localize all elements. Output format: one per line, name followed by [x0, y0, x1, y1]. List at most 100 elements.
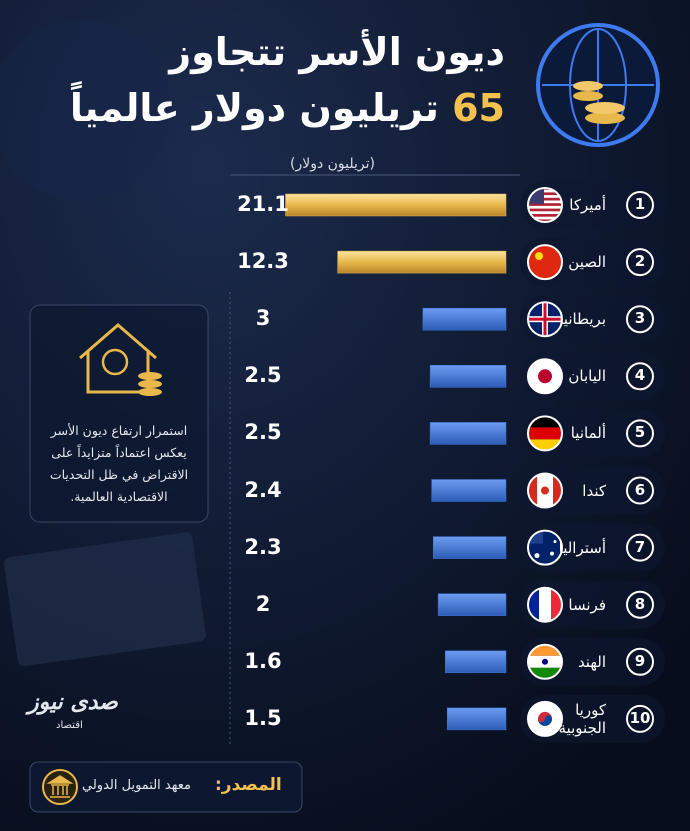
rank: 2	[634, 252, 646, 271]
rank-circle	[626, 419, 654, 448]
flag-part	[535, 252, 543, 261]
bar	[429, 365, 507, 388]
country-name: ألمانيا	[570, 424, 606, 443]
flag-part	[550, 551, 554, 556]
rank: 3	[634, 309, 646, 328]
rank: 8	[634, 594, 646, 613]
bar	[437, 593, 507, 616]
flag-part	[528, 439, 562, 451]
flag-ring	[527, 643, 563, 680]
value-label: 2.5	[244, 420, 282, 445]
value-label: 2.3	[244, 534, 282, 559]
value-label: 2.4	[244, 477, 282, 502]
watermark-sub: اقتصاد	[56, 720, 83, 731]
flag-ring	[527, 358, 563, 395]
watermark: صدى نيوز	[28, 690, 118, 715]
note: استمرار ارتفاع ديون الأسر يعكس اعتماداً …	[49, 423, 189, 504]
country-name: اليابان	[568, 367, 606, 386]
flag	[527, 244, 563, 281]
bar	[446, 707, 507, 731]
rank-circle	[626, 647, 654, 676]
unit-label: (تريليون دولار)	[290, 156, 376, 172]
flag-part	[551, 587, 562, 622]
value-label: 2.5	[244, 363, 282, 388]
debt-paper	[3, 532, 206, 667]
flag-ring	[527, 301, 563, 338]
rank: 6	[634, 480, 646, 499]
rank: 10	[629, 708, 651, 727]
flag	[527, 700, 563, 737]
flag-ring	[527, 586, 563, 623]
country-name: كوريا الجنوبية	[558, 700, 606, 737]
flag-part	[528, 317, 562, 321]
source-box	[29, 761, 303, 813]
flag-part	[541, 486, 549, 495]
flag-part	[553, 473, 562, 508]
flag	[527, 187, 563, 223]
flag	[527, 301, 563, 338]
flag-part	[534, 553, 540, 559]
bar	[337, 250, 507, 274]
flag	[527, 586, 563, 623]
flag-part	[528, 587, 539, 622]
source: معهد التمويل الدولي	[82, 778, 191, 793]
flag-part	[553, 540, 557, 544]
flag-body	[528, 416, 562, 451]
flag-body	[528, 587, 562, 622]
flag-part	[528, 214, 562, 217]
flag-ring	[527, 415, 563, 452]
flag-part	[528, 416, 562, 428]
flag-part	[528, 644, 562, 656]
note-box	[29, 304, 209, 523]
flag-ring	[527, 472, 563, 509]
rank-circle	[626, 191, 654, 219]
value-label: 12.3	[237, 249, 289, 274]
rank: 4	[634, 366, 646, 385]
flag-part	[528, 667, 562, 679]
globe-icon	[536, 23, 660, 147]
rank: 9	[634, 651, 646, 670]
rank-circle	[626, 476, 654, 505]
value-label: 3	[255, 306, 271, 331]
flag-ring	[527, 529, 563, 566]
rank-circle	[626, 533, 654, 562]
rank: 1	[634, 195, 646, 213]
value-label: 1.5	[244, 705, 282, 730]
flag-part	[528, 203, 562, 206]
bar	[445, 650, 507, 674]
flag	[527, 643, 563, 680]
flag-body	[528, 644, 562, 679]
flag-part	[528, 192, 562, 196]
flag-part	[539, 587, 551, 622]
flag-part	[528, 197, 562, 201]
value-label: 2	[255, 591, 271, 616]
rank-circle	[626, 362, 654, 391]
rank: 5	[634, 423, 646, 442]
country-name: أستراليا	[558, 538, 606, 557]
country-name: الصين	[568, 253, 606, 272]
flag-part	[528, 219, 562, 222]
flag	[527, 472, 563, 509]
title-number: 65	[452, 86, 505, 130]
bar	[285, 193, 507, 217]
flag	[527, 358, 563, 395]
value-label: 1.6	[244, 648, 282, 673]
flag-part	[538, 715, 552, 726]
flag-part	[538, 369, 552, 384]
source-label: المصدر:	[215, 775, 282, 795]
country-name: فرنسا	[568, 595, 606, 614]
country-name: كندا	[582, 481, 606, 500]
flag-ring	[527, 244, 563, 281]
title-rest: تريليون دولار عالمياً	[69, 86, 439, 130]
value-label: 21.1	[237, 192, 289, 216]
country-name: بريطانيا	[559, 310, 606, 329]
rank-circle	[626, 305, 654, 334]
rank-circle	[626, 248, 654, 277]
bar	[429, 422, 507, 445]
bar	[422, 307, 507, 331]
country-name: الهند	[577, 652, 606, 671]
flag-part	[528, 473, 537, 508]
title: ديون الأسر تتجاوز	[169, 30, 505, 74]
